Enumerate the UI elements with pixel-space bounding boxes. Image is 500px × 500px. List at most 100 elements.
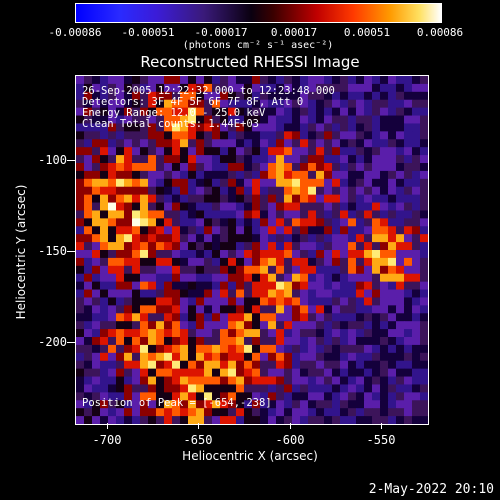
heatmap-pixel [156,107,165,117]
heatmap-pixel [100,352,109,362]
heatmap-pixel [188,305,197,314]
heatmap-pixel [220,242,229,251]
heatmap-pixel [292,194,301,204]
heatmap-pixel [300,218,309,227]
heatmap-pixel [324,400,333,409]
heatmap-pixel [260,400,269,409]
heatmap-pixel [220,265,229,275]
heatmap-pixel [132,123,141,132]
heatmap-pixel [412,91,421,101]
heatmap-pixel [404,210,413,219]
heatmap-pixel [108,210,117,219]
heatmap-pixel [156,139,165,148]
heatmap-pixel [364,202,373,211]
heatmap-pixel [164,91,173,101]
heatmap-pixel [140,115,149,124]
heatmap-pixel [108,368,117,378]
heatmap-pixel [388,297,397,306]
heatmap-pixel [100,313,109,322]
heatmap-pixel [244,297,253,306]
heatmap-pixel [324,99,333,109]
heatmap-pixel [372,250,381,259]
heatmap-pixel [148,384,157,393]
heatmap-pixel [356,107,365,117]
heatmap-pixel [92,139,101,148]
heatmap-pixel [412,226,421,235]
heatmap-pixel [324,76,333,85]
heatmap-pixel [364,139,373,148]
heatmap-pixel [100,368,109,378]
heatmap-pixel [124,368,133,378]
heatmap-pixel [268,297,277,306]
heatmap-pixel [204,115,213,124]
heatmap-pixel [308,186,317,196]
heatmap-pixel [260,91,269,101]
heatmap-pixel [92,360,101,370]
heatmap-pixel [156,352,165,362]
heatmap-pixel [140,99,149,109]
heatmap-pixel [196,91,205,101]
heatmap-pixel [188,250,197,259]
heatmap-pixel [252,352,261,362]
heatmap-pixel [372,91,381,101]
heatmap-pixel [132,115,141,124]
heatmap-pixel [108,392,117,401]
heatmap-pixel [396,226,405,235]
heatmap-pixel [412,321,421,330]
heatmap-pixel [228,297,237,306]
heatmap-pixel [116,384,125,393]
heatmap-pixel [236,210,245,219]
heatmap-pixel [92,408,101,417]
heatmap-pixel [108,281,117,291]
heatmap-pixel [404,76,413,85]
heatmap-pixel [108,344,117,354]
heatmap-pixel [316,155,325,164]
heatmap-pixel [348,392,357,401]
heatmap-pixel [156,273,165,283]
heatmap-pixel [348,155,357,164]
heatmap-pixel [84,115,93,124]
heatmap-pixel [356,297,365,306]
heatmap-pixel [396,123,405,132]
heatmap-pixel [364,321,373,330]
heatmap-pixel [372,337,381,346]
heatmap-pixel [84,210,93,219]
heatmap-pixel [188,313,197,322]
heatmap-pixel [412,329,421,338]
heatmap-pixel [268,99,277,109]
heatmap-pixel [260,329,269,338]
heatmap-pixel [420,178,428,188]
heatmap-pixel [356,289,365,298]
heatmap-pixel [340,329,349,338]
heatmap-pixel [196,186,205,196]
heatmap-pixel [164,257,173,267]
heatmap-pixel [132,265,141,275]
heatmap-pixel [316,392,325,401]
heatmap-pixel [372,242,381,251]
heatmap-pixel [164,99,173,109]
heatmap-pixel [364,226,373,235]
heatmap-pixel [276,226,285,235]
heatmap-pixel [316,234,325,243]
heatmap-pixel [164,384,173,393]
heatmap-pixel [348,408,357,417]
heatmap-pixel [84,250,93,259]
heatmap-pixel [188,344,197,354]
heatmap-pixel [148,186,157,196]
heatmap-pixel [140,131,149,140]
heatmap-pixel [396,321,405,330]
heatmap-pixel [172,297,181,306]
heatmap-pixel [116,163,125,172]
heatmap-pixel [284,194,293,204]
heatmap-pixel [300,91,309,101]
heatmap-pixel [308,178,317,188]
heatmap-pixel [356,178,365,188]
heatmap-pixel [76,321,85,330]
heatmap-pixel [220,163,229,172]
heatmap-pixel [412,178,421,188]
heatmap-pixel [220,76,229,85]
heatmap-pixel [300,281,309,291]
heatmap-pixel [212,321,221,330]
heatmap-pixel [196,344,205,354]
heatmap-pixel [396,186,405,196]
